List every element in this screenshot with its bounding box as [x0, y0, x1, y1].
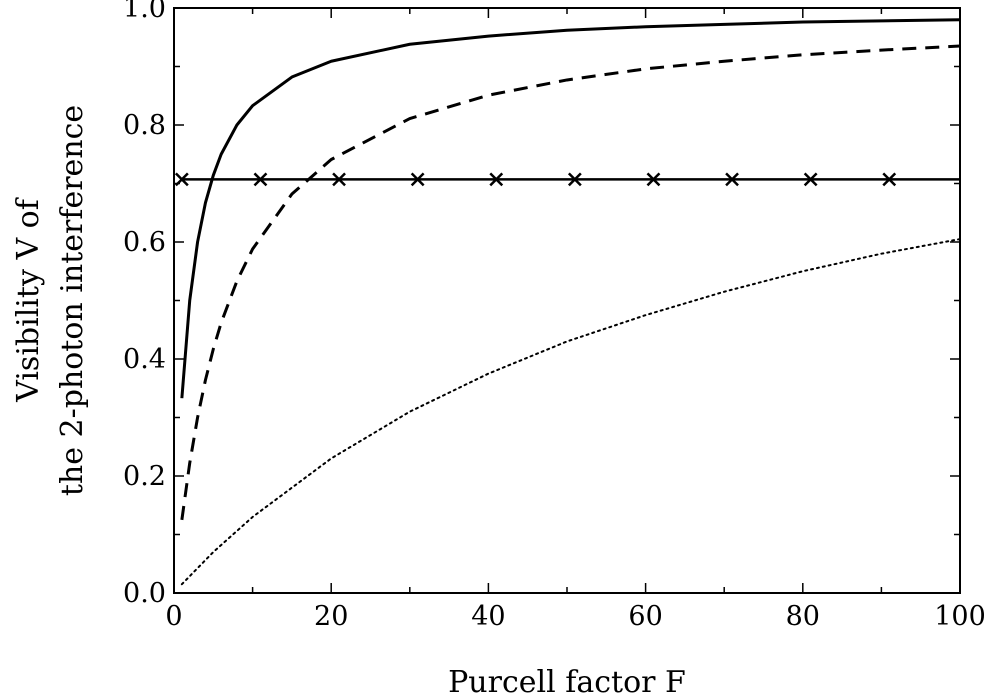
y-tick-label: 0.8: [123, 110, 166, 141]
x-marker-stroke: [725, 172, 739, 187]
x-marker: [803, 172, 818, 187]
x-tick-label: 60: [628, 601, 662, 632]
x-marker-stroke: [646, 172, 661, 187]
plot-frame: [173, 7, 961, 594]
y-axis-title: Visibility V of the 2-photon interferenc…: [11, 105, 90, 496]
series-layer: [174, 18, 961, 586]
series-line-solid: [180, 18, 961, 399]
series-line-dotted: [180, 238, 961, 586]
y-axis-title-line-2: the 2-photon interference: [55, 105, 90, 496]
series-line-dashed: [180, 44, 961, 521]
y-axis-title-line-1: Visibility V of: [11, 197, 46, 403]
x-marker-stroke: [253, 172, 268, 187]
x-marker: [410, 172, 425, 187]
x-axis-title: Purcell factor F: [448, 665, 686, 700]
x-marker-stroke: [882, 172, 897, 187]
y-tick-label: 0.4: [123, 344, 166, 375]
x-marker: [489, 172, 504, 187]
labels-layer: 0 20 40 60 80 100 0.0 0.2 0.4 0.6 0.8 1.0: [123, 0, 986, 632]
x-marker: [332, 172, 346, 187]
x-tick-label: 100: [934, 601, 986, 632]
x-marker-stroke: [567, 172, 582, 187]
x-marker: [253, 172, 268, 187]
y-tick-label: 0.0: [123, 578, 166, 609]
x-marker-stroke: [489, 172, 504, 187]
x-marker: [646, 172, 661, 187]
x-marker-stroke: [803, 172, 818, 187]
x-tick-label: 20: [314, 601, 348, 632]
y-tick-label: 0.2: [123, 461, 166, 492]
x-marker-stroke: [332, 172, 346, 187]
y-tick-label: 1.0: [123, 0, 166, 24]
x-marker-stroke: [410, 172, 425, 187]
x-tick-label: 40: [471, 601, 505, 632]
y-tick-label: 0.6: [123, 227, 166, 258]
x-tick-label: 80: [786, 601, 820, 632]
x-marker: [725, 172, 739, 187]
x-marker: [882, 172, 897, 187]
x-tick-label: 0: [165, 601, 182, 632]
x-marker: [567, 172, 582, 187]
